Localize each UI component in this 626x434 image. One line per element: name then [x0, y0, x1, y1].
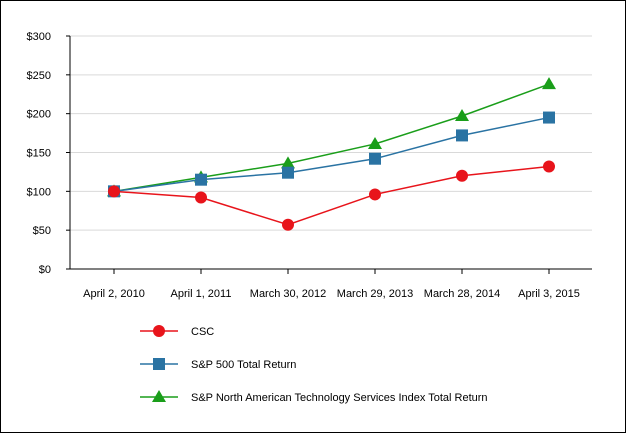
legend-item: CSC	[140, 325, 214, 338]
legend-label: S&P 500 Total Return	[191, 359, 296, 371]
legend-item: S&P North American Technology Services I…	[140, 390, 488, 404]
data-point	[108, 185, 120, 198]
legend-label: CSC	[191, 326, 214, 338]
y-tick-label: $50	[33, 225, 51, 237]
data-point	[456, 169, 468, 182]
y-tick-label: $300	[27, 31, 51, 43]
series-1	[108, 111, 555, 198]
legend-marker	[153, 325, 165, 337]
series-0	[108, 160, 555, 231]
legend-label: S&P North American Technology Services I…	[191, 392, 488, 404]
data-point	[543, 160, 555, 173]
x-tick-label: March 30, 2012	[250, 288, 326, 300]
data-point	[282, 218, 294, 231]
x-axis-ticks: April 2, 2010 April 1, 2011 March 30, 2012…	[83, 288, 580, 300]
data-point	[369, 188, 381, 201]
gridlines	[70, 35, 592, 231]
legend-item: S&P 500 Total Return	[140, 358, 296, 371]
series-layer	[107, 77, 556, 231]
axes	[66, 35, 592, 274]
data-point	[282, 166, 294, 179]
data-point	[281, 156, 295, 169]
x-tick-label: March 29, 2013	[337, 288, 413, 300]
data-point	[543, 111, 555, 124]
data-point	[542, 77, 556, 90]
y-tick-label: $250	[27, 70, 51, 82]
legend-marker	[153, 358, 165, 370]
data-point	[195, 173, 207, 186]
y-tick-label: $150	[27, 148, 51, 160]
series-2	[107, 77, 556, 197]
y-tick-label: $200	[27, 109, 51, 121]
data-point	[368, 136, 382, 149]
legend-marker	[152, 390, 166, 402]
x-tick-label: April 2, 2010	[83, 288, 145, 300]
legend: CSC S&P 500 Total Return S&P North America…	[140, 325, 488, 404]
x-tick-label: April 3, 2015	[518, 288, 580, 300]
series-line	[113, 83, 550, 193]
series-line	[113, 165, 550, 226]
x-tick-label: March 28, 2014	[424, 288, 500, 300]
data-point	[195, 191, 207, 204]
series-line	[113, 116, 550, 193]
data-point	[369, 152, 381, 165]
y-tick-label: $100	[27, 186, 51, 198]
x-tick-label: April 1, 2011	[171, 288, 232, 300]
data-point	[456, 129, 468, 142]
y-axis-ticks: $0 $50 $100 $150 $200 $250 $300	[27, 31, 51, 276]
data-point	[455, 108, 469, 121]
y-tick-label: $0	[39, 264, 51, 276]
